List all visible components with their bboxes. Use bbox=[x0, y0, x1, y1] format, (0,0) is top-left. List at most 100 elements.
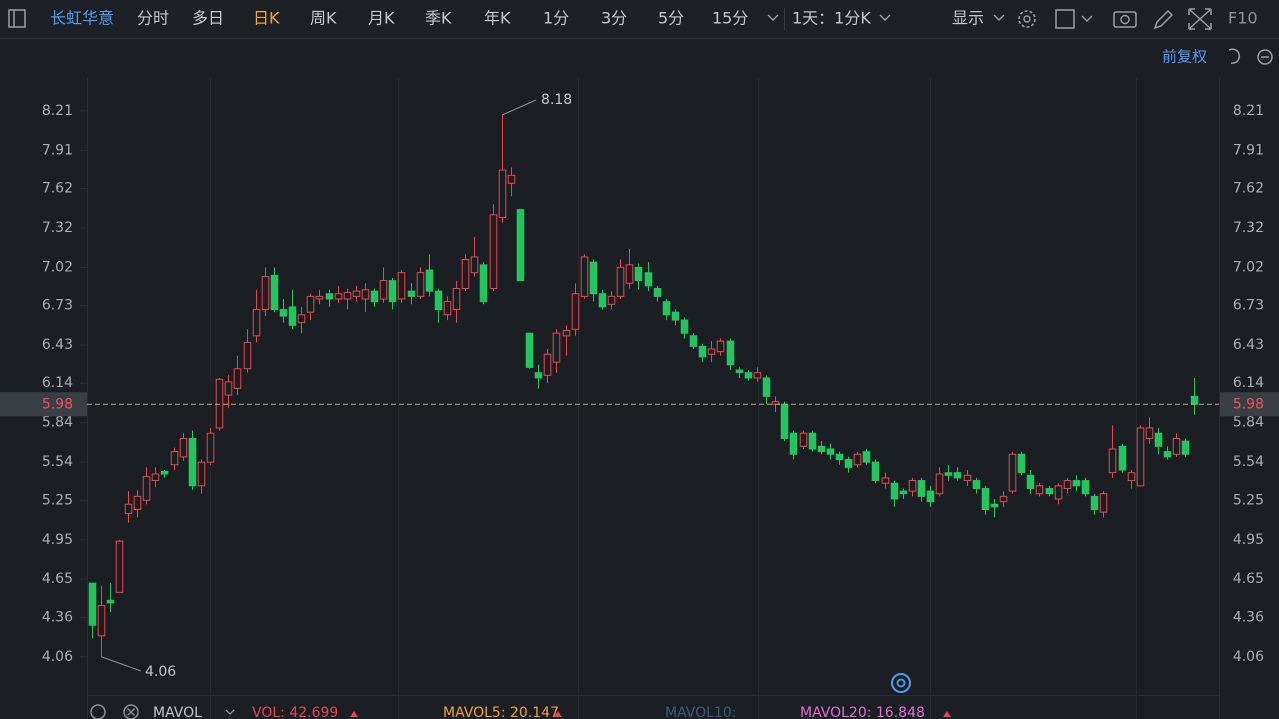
period-tab[interactable]: 5分 bbox=[658, 9, 684, 28]
candle-body bbox=[698, 345, 707, 358]
adjust-select[interactable]: 前复权 bbox=[1162, 48, 1207, 66]
camera-icon[interactable] bbox=[1113, 11, 1137, 28]
y-tick-label-right: 7.91 bbox=[1233, 142, 1264, 158]
candle-body bbox=[133, 495, 142, 511]
f10-button[interactable]: F10 bbox=[1228, 9, 1258, 28]
locate-icon[interactable] bbox=[891, 673, 911, 693]
y-tick-label: 8.21 bbox=[42, 103, 73, 119]
candle-body bbox=[972, 480, 981, 489]
candle-body bbox=[507, 174, 516, 184]
candle-body bbox=[115, 540, 124, 593]
sidebar-toggle[interactable] bbox=[8, 9, 26, 28]
candle-body bbox=[689, 335, 698, 347]
candle-body bbox=[543, 353, 552, 376]
candle-body bbox=[1145, 427, 1154, 439]
period-tab[interactable]: 季K bbox=[425, 9, 452, 28]
close-cross bbox=[127, 708, 135, 716]
indicator-settings[interactable] bbox=[90, 704, 106, 719]
toolbar bbox=[0, 0, 1279, 38]
candle-body bbox=[270, 274, 279, 311]
candle-body bbox=[707, 348, 716, 355]
candle-body bbox=[479, 264, 488, 303]
min-label: 4.06 bbox=[145, 664, 176, 680]
candle-body bbox=[662, 301, 671, 316]
period-tab[interactable]: 1分 bbox=[543, 9, 569, 28]
candle-body bbox=[361, 289, 370, 300]
candle-body bbox=[826, 448, 835, 455]
y-tick-label: 7.02 bbox=[42, 259, 73, 275]
candle-body bbox=[252, 309, 261, 337]
y-tick-label: 7.62 bbox=[42, 181, 73, 197]
period-select[interactable]: 1天：1分K bbox=[792, 9, 871, 28]
candle-body bbox=[899, 490, 908, 495]
settings-icon[interactable] bbox=[1018, 10, 1036, 28]
candle-body bbox=[370, 290, 379, 303]
candle-body bbox=[297, 314, 306, 324]
last-price-label: 5.98 bbox=[42, 396, 73, 412]
dropdown-arrow[interactable] bbox=[225, 709, 235, 715]
indicator-name[interactable]: MAVOL bbox=[153, 705, 202, 719]
color-icon[interactable] bbox=[1055, 9, 1075, 29]
candle-body bbox=[1172, 437, 1181, 455]
candle-body bbox=[580, 256, 589, 297]
y-tick-label-right: 4.65 bbox=[1233, 571, 1264, 587]
settings-icon-center bbox=[1023, 15, 1031, 23]
candle-body bbox=[917, 480, 926, 497]
candle-body bbox=[680, 319, 689, 334]
stock-name[interactable]: 长虹华意 bbox=[50, 9, 114, 28]
y-tick-label: 4.65 bbox=[42, 571, 73, 587]
candle-body bbox=[862, 451, 871, 463]
candle-body bbox=[589, 261, 598, 295]
candle-body bbox=[233, 368, 242, 389]
candle-body bbox=[562, 330, 571, 337]
period-tab[interactable]: 月K bbox=[368, 9, 395, 28]
candle-body bbox=[990, 503, 999, 508]
candle-body bbox=[799, 432, 808, 447]
dropdown-arrow[interactable] bbox=[879, 14, 891, 21]
zoom-out-icon[interactable] bbox=[1257, 49, 1273, 65]
reset-icon[interactable] bbox=[1228, 48, 1241, 64]
candle-body bbox=[343, 291, 352, 300]
period-tab[interactable]: 分时 bbox=[137, 9, 169, 28]
dropdown-arrow[interactable] bbox=[993, 14, 1005, 21]
fullscreen-icon[interactable] bbox=[1188, 8, 1212, 30]
candle-body bbox=[1072, 480, 1081, 487]
candle-body bbox=[881, 477, 890, 484]
candle-body bbox=[470, 256, 479, 274]
period-tab[interactable]: 年K bbox=[484, 9, 511, 28]
dropdown-arrow[interactable] bbox=[1081, 15, 1093, 22]
y-tick-label-right: 8.21 bbox=[1233, 103, 1264, 119]
period-tab[interactable]: 15分 bbox=[712, 9, 748, 28]
candle-body bbox=[625, 264, 634, 284]
candle-body bbox=[397, 272, 406, 300]
last-price-box bbox=[0, 392, 87, 417]
candle-body bbox=[124, 503, 133, 514]
candle-body bbox=[151, 473, 160, 482]
candle-body bbox=[525, 332, 534, 368]
candle-body bbox=[1035, 485, 1044, 495]
candle-body bbox=[726, 340, 735, 366]
period-tab[interactable]: 多日 bbox=[192, 9, 224, 28]
candle-body bbox=[634, 266, 643, 282]
candle-body bbox=[744, 372, 753, 379]
candle-body bbox=[735, 369, 744, 374]
candle-body bbox=[944, 472, 953, 476]
candle-body bbox=[780, 403, 789, 439]
candle-body bbox=[999, 495, 1008, 503]
period-tab[interactable]: 3分 bbox=[601, 9, 627, 28]
y-tick-label: 6.14 bbox=[42, 375, 73, 391]
period-tab[interactable]: 日K bbox=[253, 9, 280, 28]
y-tick-label: 6.43 bbox=[42, 337, 73, 353]
indicator-close[interactable] bbox=[123, 704, 139, 719]
candle-body bbox=[1127, 472, 1136, 482]
period-tab[interactable]: 周K bbox=[310, 9, 337, 28]
candle-body bbox=[170, 451, 179, 466]
display-menu[interactable]: 显示 bbox=[952, 9, 984, 28]
draw-icon[interactable] bbox=[1153, 9, 1174, 30]
y-tick-label-right: 4.95 bbox=[1233, 532, 1264, 548]
dropdown-arrow[interactable] bbox=[767, 14, 779, 21]
candle-body bbox=[1108, 448, 1117, 474]
y-tick-label-right: 7.62 bbox=[1233, 181, 1264, 197]
